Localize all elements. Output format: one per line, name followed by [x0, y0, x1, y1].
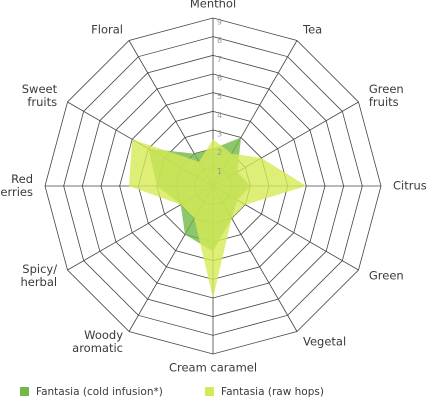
axis-label: Green: [369, 82, 404, 96]
axis-label: Green: [369, 269, 404, 283]
legend-swatch: [20, 387, 29, 396]
axis-label: fruits: [27, 95, 57, 109]
r-tick-label: 9: [217, 18, 222, 27]
r-tick-label: 6: [217, 74, 222, 83]
axis-label: fruits: [369, 95, 399, 109]
axis-label: Tea: [302, 23, 322, 37]
r-tick-label: 5: [217, 92, 222, 101]
axis-label: Woody: [84, 328, 123, 342]
r-tick-label: 1: [217, 167, 222, 176]
legend-swatch: [205, 387, 214, 396]
legend-label: Fantasia (raw hops): [221, 386, 324, 398]
axis-label: Citrus: [393, 179, 426, 193]
r-tick-label: 2: [217, 148, 222, 157]
axis-label: Spicy/: [22, 262, 57, 276]
series-area: [129, 139, 307, 298]
axis-label: Floral: [91, 23, 123, 37]
axis-label: Menthol: [190, 0, 236, 11]
axis-label: berries: [0, 185, 33, 199]
r-tick-label: 3: [217, 130, 222, 139]
r-tick-label: 7: [217, 55, 222, 64]
axis-label: Sweet: [22, 82, 58, 96]
axis-label: Cream caramel: [169, 361, 257, 375]
axis-label: aromatic: [72, 341, 123, 355]
r-tick-label: 4: [217, 111, 222, 120]
legend-label: Fantasia (cold infusion*): [36, 386, 163, 398]
axis-label: Vegetal: [303, 334, 346, 348]
axis-label: Red: [11, 172, 33, 186]
r-tick-label: 8: [217, 36, 222, 45]
axis-label: herbal: [20, 275, 57, 289]
